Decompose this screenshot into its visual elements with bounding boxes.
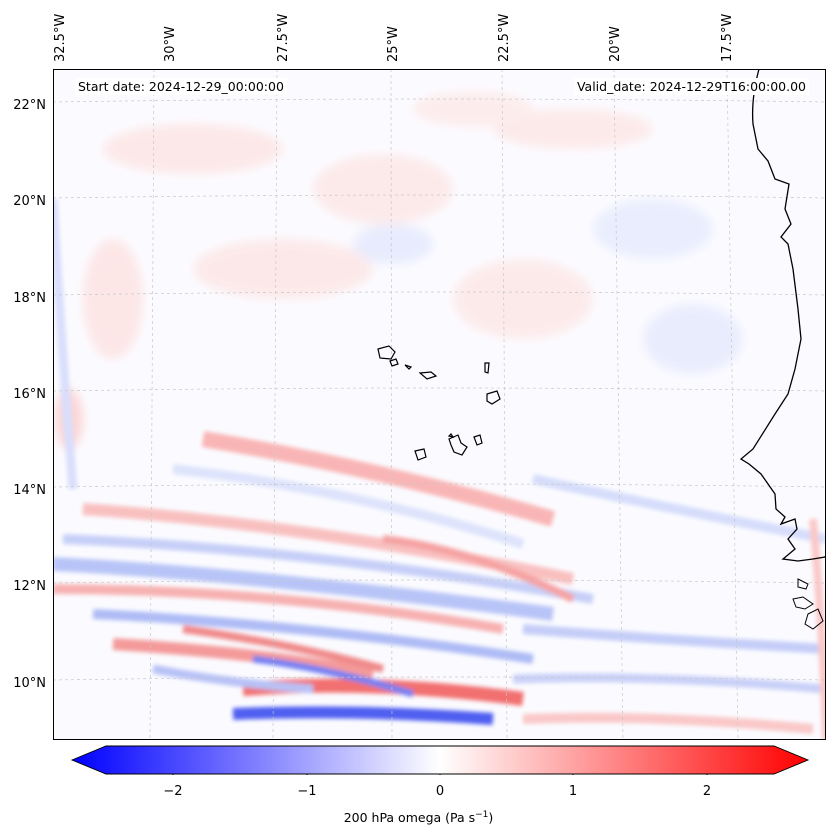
lon-label-20W: 20°W	[608, 26, 623, 62]
coast-islands	[792, 578, 824, 630]
west-africa-coastline	[739, 69, 826, 562]
lon-label-30W: 30°W	[163, 26, 178, 62]
colorbar-ticks	[172, 774, 708, 775]
map-frame	[53, 69, 826, 740]
cb-label-2: 2	[702, 784, 712, 799]
lat-label-14N: 14°N	[13, 483, 46, 498]
lat-label-10N: 10°N	[13, 676, 46, 691]
graticule	[53, 69, 826, 740]
lat-label-16N: 16°N	[13, 387, 46, 402]
lat-label-22N: 22°N	[13, 98, 46, 113]
cb-label-1: 1	[568, 784, 578, 799]
cb-label-minus1: −1	[297, 784, 317, 799]
cb-title-end: )	[488, 810, 494, 826]
wave-bands	[53, 198, 826, 740]
cb-label-minus2: −2	[163, 784, 183, 799]
lon-label-32.5W: 32.5°W	[53, 13, 68, 62]
lat-label-18N: 18°N	[13, 291, 46, 306]
lat-label-12N: 12°N	[13, 579, 46, 594]
start-date-label: Start date: 2024-12-29_00:00:00	[75, 78, 287, 95]
cape-verde-islands	[377, 345, 501, 461]
omega-map	[53, 69, 826, 740]
lon-label-27.5W: 27.5°W	[276, 13, 291, 62]
lon-label-17.5W: 17.5°W	[720, 13, 735, 62]
valid-date-label: Valid_date: 2024-12-29T16:00:00.00	[573, 78, 809, 95]
colorbar	[70, 745, 810, 775]
cb-label-0: 0	[435, 784, 445, 799]
faint-field	[55, 91, 743, 449]
cb-title-text: 200 hPa omega (Pa s	[343, 810, 476, 826]
lat-label-20N: 20°N	[13, 194, 46, 209]
colorbar-title: 200 hPa omega (Pa s−1)	[0, 810, 837, 825]
colorbar-body	[70, 745, 810, 775]
lon-label-22.5W: 22.5°W	[497, 13, 512, 62]
cb-title-sup: −1	[475, 810, 489, 820]
lon-label-25W: 25°W	[386, 26, 401, 62]
